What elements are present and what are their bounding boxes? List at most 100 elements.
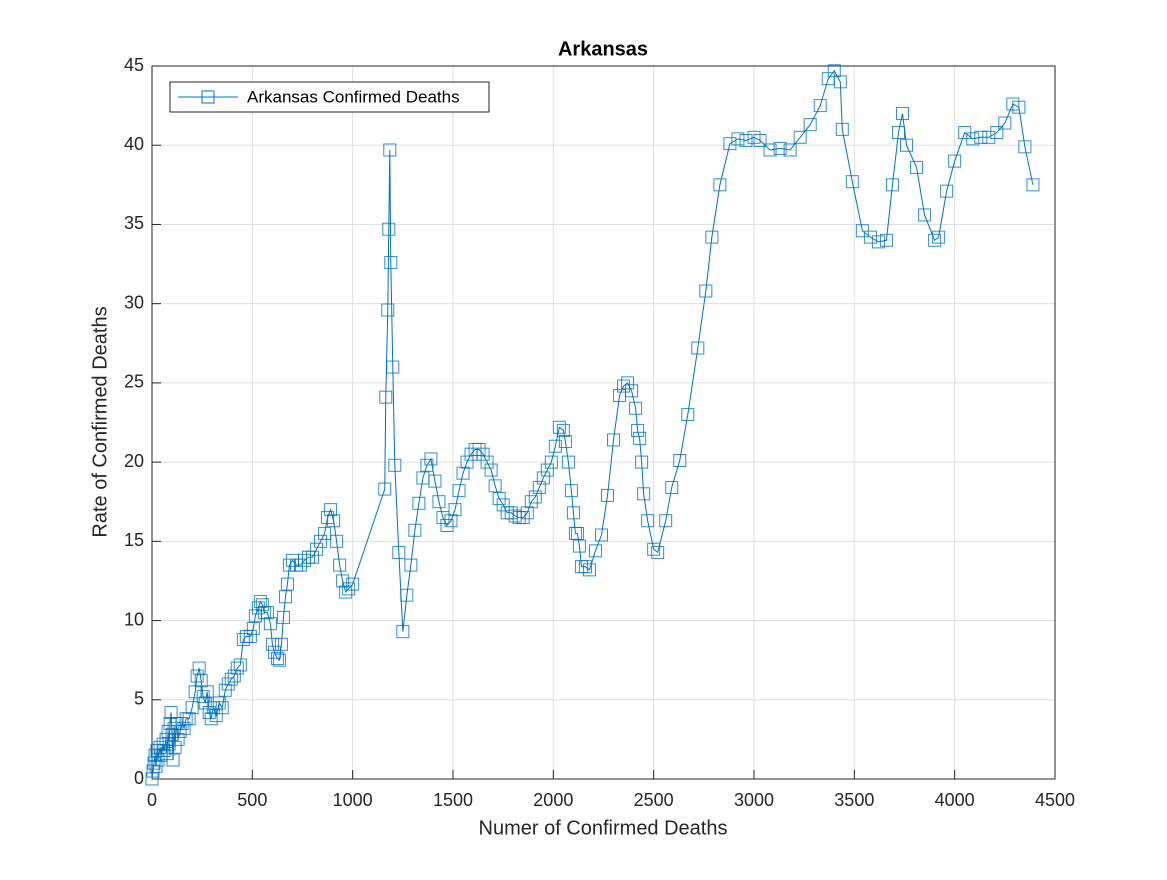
data-point [327,514,341,528]
data-point [342,582,356,596]
data-point [496,498,510,512]
y-tick-label: 15 [124,530,144,550]
data-point [556,423,570,437]
data-point [182,712,196,726]
data-point [536,471,550,485]
data-point [173,724,187,738]
data-point [863,230,877,244]
data-point [212,696,226,710]
data-point [813,99,827,113]
legend-marker [201,90,215,104]
data-point [1026,178,1040,192]
data-point [739,133,753,147]
data-point [572,539,586,553]
data-point [753,133,767,147]
data-point [145,772,159,786]
data-point [243,629,257,643]
data-point [177,721,191,735]
data-point [895,107,909,121]
data-point [488,479,502,493]
data-point [665,480,679,494]
data-point [204,712,218,726]
data-point [384,255,398,269]
data-point [629,401,643,415]
data-point [918,208,932,222]
data-point [763,143,777,157]
x-tick-label: 3500 [834,790,874,810]
data-point [198,696,212,710]
data-point [428,474,442,488]
data-point [263,617,277,631]
y-tick-label: 5 [134,689,144,709]
data-point [617,379,631,393]
data-point [448,503,462,517]
data-point [578,560,592,574]
data-point [400,588,414,602]
data-point [310,542,324,556]
data-point [293,558,307,572]
data-point [588,544,602,558]
chart-title: Arkansas [558,38,648,60]
data-point [601,488,615,502]
data-point [932,230,946,244]
data-point [168,740,182,754]
data-point [833,75,847,89]
data-point [793,130,807,144]
data-point [166,753,180,767]
data-point [253,595,267,609]
data-point [147,756,161,770]
data-point [378,482,392,496]
data-point [713,178,727,192]
data-point [306,550,320,564]
data-point [282,558,296,572]
data-point [185,701,199,715]
data-point [621,376,635,390]
data-point [594,528,608,542]
data-point [164,705,178,719]
data-point [280,577,294,591]
data-point [998,116,1012,130]
x-tick-label: 4500 [1035,790,1075,810]
data-point [520,506,534,520]
data-point [561,455,575,469]
data-point [330,534,344,548]
data-point [460,455,474,469]
data-point [625,384,639,398]
data-point [270,652,284,666]
data-point [388,458,402,472]
data-point [900,138,914,152]
plot-frame [151,65,1056,780]
data-point [192,661,206,675]
x-tick-label: 1000 [333,790,373,810]
data-point [659,514,673,528]
data-point [381,303,395,317]
data-point [265,637,279,651]
data-point [440,518,454,532]
data-point [564,484,578,498]
data-point [396,625,410,639]
data-point [528,490,542,504]
data-point [705,230,719,244]
data-point [607,433,621,447]
data-point [452,484,466,498]
x-tick-label: 3000 [734,790,774,810]
x-tick-label: 1500 [433,790,473,810]
data-point [230,661,244,675]
data-point [333,558,347,572]
y-tick-label: 35 [124,213,144,233]
data-point [637,487,651,501]
x-tick-label: 500 [237,790,267,810]
data-point [200,685,214,699]
data-point [635,455,649,469]
data-point [731,132,745,146]
data-point [673,454,687,468]
data-point [255,598,269,612]
data-point [723,137,737,151]
data-point [404,558,418,572]
data-point [651,545,665,559]
data-point [566,506,580,520]
y-tick-label: 0 [134,768,144,788]
data-point [871,235,885,249]
data-point [408,523,422,537]
data-point [516,511,530,525]
